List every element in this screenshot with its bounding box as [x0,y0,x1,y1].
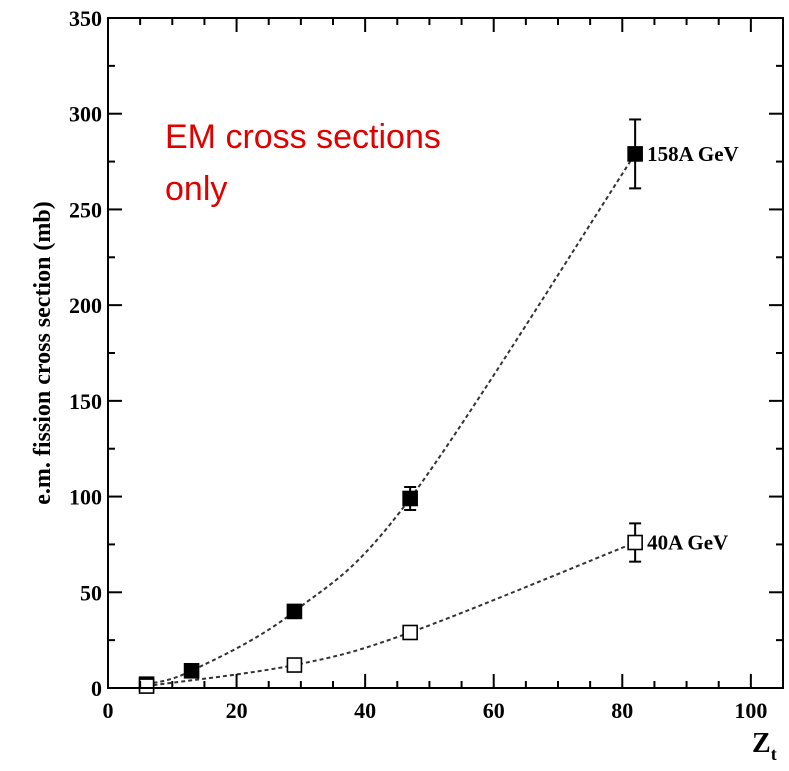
series-2-point [402,624,418,641]
series-labels: 158A GeV 40A GeV [647,142,739,555]
y-tick-label: 150 [69,389,102,414]
y-axis-title: e.m. fission cross section (mb) [30,201,56,505]
y-tick-label: 100 [69,485,102,510]
series-2-point [138,678,155,694]
series-2-curve [146,541,636,688]
y-tick-label: 350 [69,6,102,31]
series-1-curve [146,153,636,686]
x-axis-title: Zt [752,728,777,764]
markers-layer [138,146,643,694]
x-axis-title-main: Z [752,728,771,759]
series-2-point [627,534,643,551]
y-tick-label: 200 [69,293,102,318]
series-1-point [627,146,643,162]
x-tick-label: 40 [354,698,376,723]
curves-layer [146,153,636,688]
y-tick-label: 300 [69,102,102,127]
series-2-label: 40A GeV [647,531,728,555]
x-tick-label: 60 [483,698,505,723]
series-1-label: 158A GeV [647,142,739,166]
series-2-point [286,657,303,673]
series-1-point [183,662,200,679]
series-1-point [402,490,418,507]
annotation-line-1: EM cross sections [165,118,441,156]
x-axis-title-sub: t [771,744,777,764]
y-tick-label: 50 [80,580,102,605]
x-ticks: 0 20 40 60 80 100 [103,18,784,723]
y-ticks: 0 50 100 150 200 250 300 350 [69,6,783,701]
x-tick-label: 80 [611,698,633,723]
y-tick-label: 0 [91,676,102,701]
x-tick-label: 100 [734,698,767,723]
x-tick-label: 0 [103,698,114,723]
x-tick-label: 20 [226,698,248,723]
annotation-line-2: only [165,170,227,208]
series-1-point [286,603,303,620]
errorbars-layer [404,118,642,563]
y-tick-label: 250 [69,197,102,222]
